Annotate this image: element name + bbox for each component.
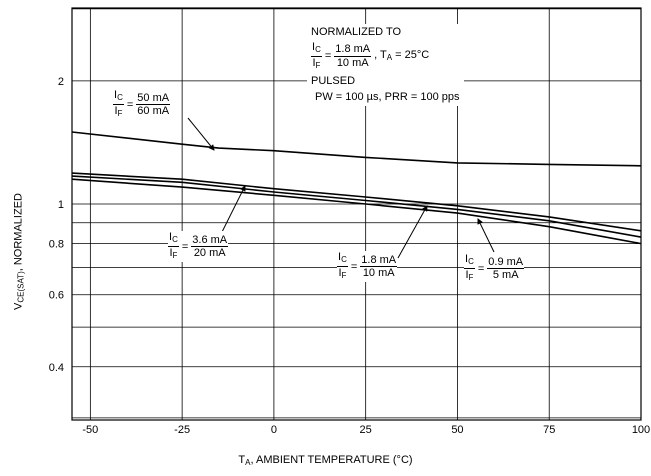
y-tick-label: 0.6 [49,290,64,302]
plot-border [71,7,642,421]
x-tick-label: -50 [82,424,98,436]
label-arrows [187,117,495,259]
y-axis-label: VCE(SAT), NORMALIZED [12,193,26,310]
y-tick-label: 1 [58,199,64,211]
normalized-note: NORMALIZED TO IC IF = 1.8 mA 10 mA , TA … [307,24,464,106]
y-tick-label: 0.4 [49,362,64,374]
normalized-title: NORMALIZED TO [311,26,402,38]
arrow-0-9ma [477,218,495,253]
x-tick-label: 25 [360,424,372,436]
plot-area-border [71,7,642,421]
series-line-0 [71,131,642,167]
series-label-0-9ma: IC IF = 0.9 mA 5 mA [464,253,525,284]
x-tick-label: 0 [271,424,277,436]
x-axis-label: TA, AMBIENT TEMPERATURE (°C) [238,454,413,467]
y-tick-label: 2 [58,76,64,88]
x-tick-label: 75 [543,424,555,436]
series-line-1 [71,172,642,232]
tick-labels: -50 -25 0 25 50 75 100 0.4 0.6 0.8 1 2 [49,76,650,436]
series-label-50ma: IC IF = 50 mA 60 mA [113,89,171,120]
arrow-3-6ma [221,185,246,233]
arrow-1-8ma [397,205,428,259]
series-label-1-8ma: IC IF = 1.8 mA 10 mA [337,251,398,282]
normalized-fraction: IC IF [311,41,322,70]
y-tick-label: 0.8 [49,239,64,251]
x-tick-label: 50 [451,424,463,436]
x-tick-label: -25 [174,424,190,436]
pulse-params: PW = 100 µs, PRR = 100 pps [315,91,460,103]
arrow-50ma [187,117,215,151]
grid-lines [72,8,642,420]
series-line-2 [71,175,642,238]
series-label-3-6ma: IC IF = 3.6 mA 20 mA [168,231,229,262]
pulsed-label: PULSED [311,75,356,87]
x-tick-label: 100 [632,424,650,436]
series-lines [71,131,642,245]
series-line-3 [71,178,642,245]
